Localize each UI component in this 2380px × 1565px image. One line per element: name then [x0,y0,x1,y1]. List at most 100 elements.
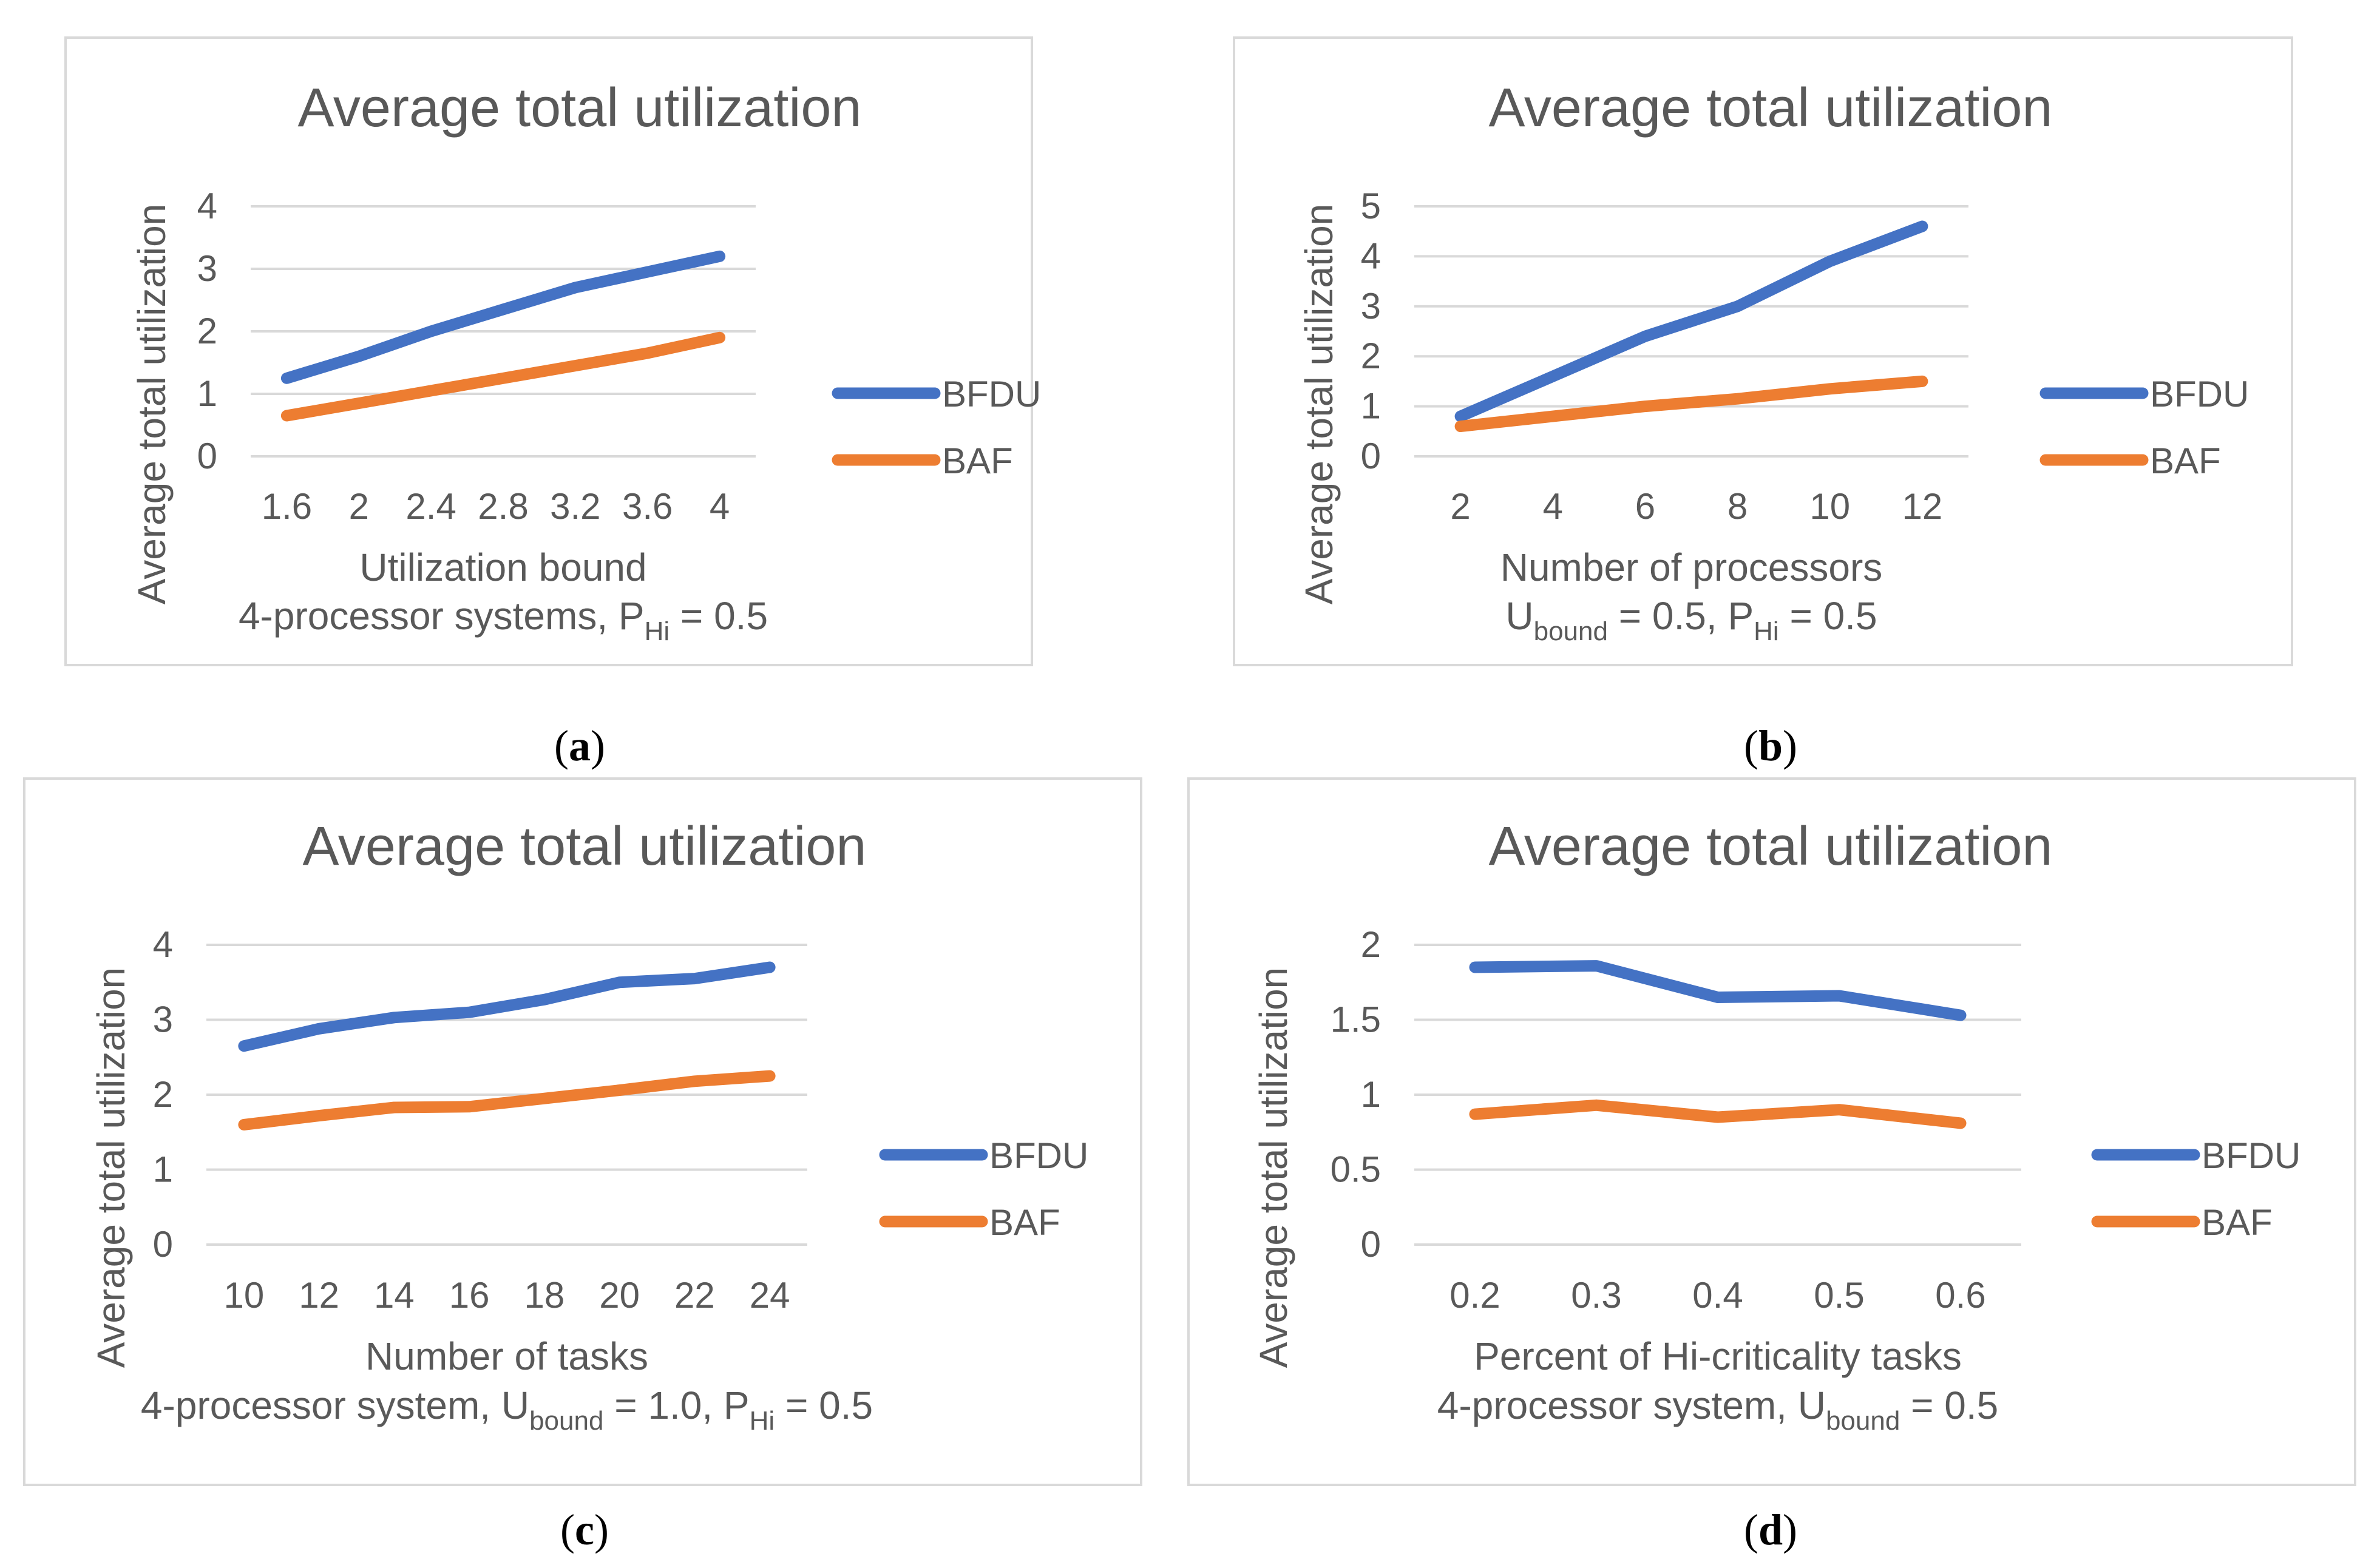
subtitle-text: 4-processor system, U [141,1384,529,1427]
y-tick-label: 3 [1361,286,1381,326]
caption-close: ) [1783,1506,1797,1554]
y-tick-label: 0.5 [1331,1149,1381,1190]
chart-panel-a: Average total utilization 0 1 2 3 4 1.6 2 2.4 2.8… [64,36,1041,770]
subscript-text: Hi [750,1406,775,1436]
x-tick-label: 4 [710,486,730,527]
x-tick-label: 0.6 [1935,1275,1985,1316]
x-tick-label: 12 [1902,486,1943,527]
x-tick-label: 6 [1635,486,1655,527]
x-tick-label: 2.4 [405,486,456,527]
series-line-bfdu [280,250,726,384]
series-line-baf [238,1070,776,1131]
x-tick-label: 20 [599,1275,640,1316]
chart-title: Average total utilization [298,78,862,138]
x-axis-label: Number of tasks [365,1334,648,1378]
y-tick-label: 2 [153,1074,173,1115]
y-axis-label: Average total utilization [1297,204,1341,605]
caption-open: ( [554,722,569,770]
subtitle-text: 4-processor system, U [1437,1384,1826,1427]
y-tick-label: 2 [1361,924,1381,965]
subtitle-text: = 0.5 [1900,1384,1998,1427]
x-axis-label: Number of processors [1500,546,1883,589]
y-tick-label: 0 [153,1224,173,1265]
y-tick-label: 2 [1361,336,1381,376]
x-tick-label: 2 [1450,486,1470,527]
x-axis-subtitle: Ubound = 0.5, PHi = 0.5 [1505,594,1877,646]
x-tick-label: 3.6 [622,486,673,527]
subtitle-text: U [1505,594,1533,638]
y-tick-label: 1 [153,1149,173,1190]
subscript-text: bound [1826,1406,1900,1436]
y-tick-label: 0 [1361,436,1381,476]
panel-caption: (b) [1744,722,1797,770]
caption-open: ( [560,1506,575,1554]
series-line-baf [1454,375,1928,433]
y-tick-label: 4 [153,924,173,965]
x-tick-label: 0.3 [1571,1275,1621,1316]
chart-frame [1187,777,2356,1486]
y-tick-label: 2 [197,311,217,351]
caption-close: ) [591,722,605,770]
y-tick-label: 1 [197,373,217,414]
x-axis-label: Percent of Hi-criticality tasks [1474,1334,1962,1378]
subscript-text: Hi [645,617,670,646]
x-axis-label: Utilization bound [359,546,646,589]
x-tick-label: 12 [299,1275,339,1316]
x-tick-label: 0.2 [1449,1275,1500,1316]
x-tick-label: 16 [449,1275,490,1316]
x-tick-label: 1.6 [262,486,312,527]
x-tick-label: 24 [750,1275,790,1316]
x-axis-subtitle: 4-processor system, Ubound = 0.5 [1437,1384,1998,1436]
series-line-bfdu [1454,220,1928,422]
x-tick-label: 2 [349,486,369,527]
chart-panel-d: Average total utilization 0 0.5 1 1.5 2 0.2 0.3… [1187,777,2356,1554]
y-tick-label: 1 [1361,386,1381,427]
y-tick-label: 0 [197,436,217,476]
caption-close: ) [594,1506,609,1554]
subtitle-text: = 0.5 [775,1384,873,1427]
caption-letter: b [1758,722,1783,770]
legend-label-bfdu: BFDU [942,374,1041,414]
x-tick-label: 10 [1809,486,1850,527]
legend-label-bfdu: BFDU [2150,374,2249,414]
subtitle-text: = 0.5 [670,594,768,638]
subscript-text: bound [529,1406,603,1436]
chart-title: Average total utilization [1489,78,2053,138]
subscript-text: bound [1534,617,1608,646]
chart-title: Average total utilization [1489,816,2053,877]
y-tick-label: 1 [1361,1074,1381,1115]
y-tick-label: 4 [1361,235,1381,276]
y-tick-label: 0 [1361,1224,1381,1265]
x-tick-label: 0.4 [1692,1275,1743,1316]
caption-open: ( [1744,1506,1758,1554]
caption-open: ( [1744,722,1758,770]
caption-letter: d [1758,1506,1783,1554]
y-axis-label: Average total utilization [1252,967,1295,1368]
chart-frame [64,36,1033,666]
series-line-bfdu [238,961,776,1052]
y-tick-label: 3 [153,999,173,1040]
panel-caption: (d) [1744,1506,1797,1554]
subtitle-text: = 0.5, P [1608,594,1754,638]
x-tick-label: 3.2 [550,486,600,527]
y-axis-label: Average total utilization [130,204,174,605]
y-tick-label: 1.5 [1331,999,1381,1040]
legend-label-bfdu: BFDU [2202,1135,2300,1176]
series-line-bfdu [1469,960,1967,1021]
x-axis-subtitle: 4-processor systems, PHi = 0.5 [239,594,768,646]
y-axis-label: Average total utilization [89,967,133,1368]
y-tick-label: 4 [197,186,217,226]
x-axis-subtitle: 4-processor system, Ubound = 1.0, PHi = … [141,1384,873,1436]
x-tick-label: 8 [1727,486,1748,527]
x-tick-label: 14 [374,1275,415,1316]
caption-letter: a [569,722,591,770]
chart-frame [1233,36,2293,666]
series-line-baf [1469,1099,1967,1129]
y-tick-label: 3 [197,248,217,289]
subscript-text: Hi [1754,617,1779,646]
series-line-baf [280,331,726,422]
x-tick-label: 2.8 [478,486,528,527]
